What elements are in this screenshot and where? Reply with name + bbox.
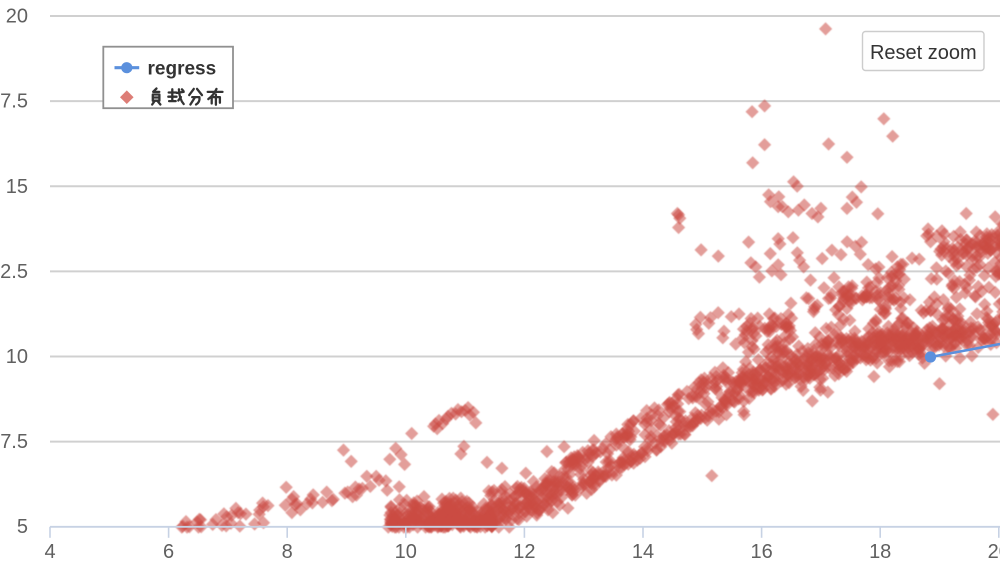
svg-text:15: 15 <box>6 176 28 198</box>
svg-text:16: 16 <box>750 541 772 563</box>
svg-text:18: 18 <box>869 541 891 563</box>
svg-text:Reset zoom: Reset zoom <box>870 42 977 64</box>
svg-text:12.5: 12.5 <box>0 261 28 283</box>
svg-text:20: 20 <box>6 6 28 28</box>
svg-text:7.5: 7.5 <box>0 431 28 453</box>
svg-text:20: 20 <box>988 541 1000 563</box>
svg-text:14: 14 <box>632 541 654 563</box>
svg-text:10: 10 <box>6 346 28 368</box>
svg-text:10: 10 <box>395 541 417 563</box>
svg-text:6: 6 <box>163 541 174 563</box>
svg-text:17.5: 17.5 <box>0 91 28 113</box>
svg-text:4: 4 <box>44 541 55 563</box>
svg-text:5: 5 <box>17 516 28 538</box>
svg-text:8: 8 <box>282 541 293 563</box>
svg-text:12: 12 <box>513 541 535 563</box>
svg-text:regress: regress <box>148 59 217 80</box>
